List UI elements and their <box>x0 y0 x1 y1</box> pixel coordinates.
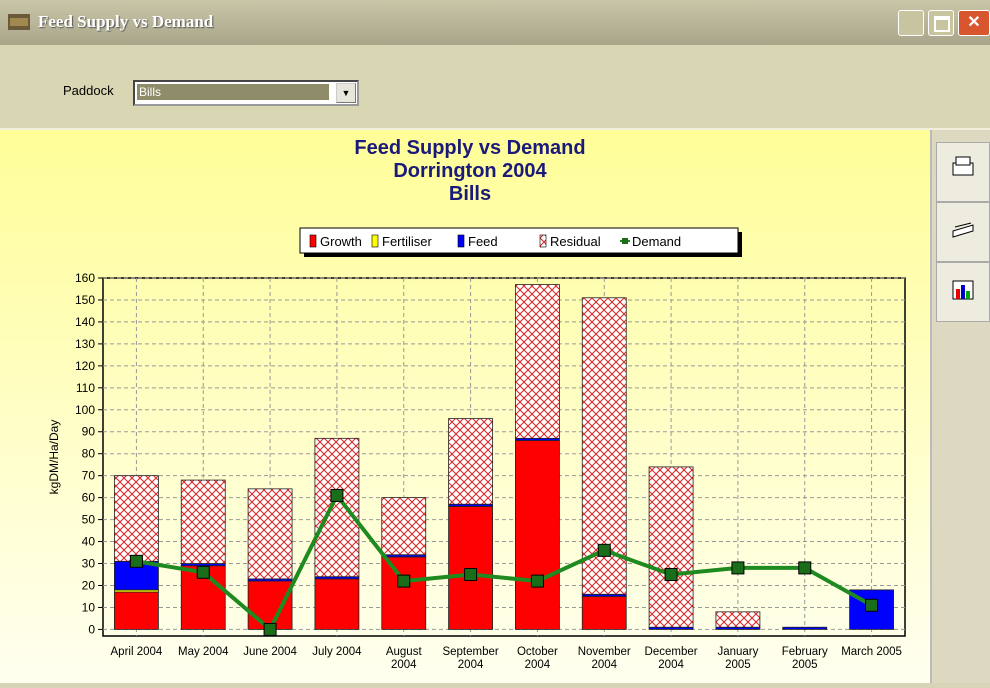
dropdown-arrow[interactable]: ▼ <box>336 83 356 103</box>
legend-label: Fertiliser <box>382 234 433 249</box>
y-tick-label: 40 <box>82 535 96 549</box>
demand-marker <box>330 488 344 502</box>
demand-marker <box>798 561 812 575</box>
y-tick-label: 50 <box>82 513 96 527</box>
y-tick-label: 0 <box>88 622 95 636</box>
x-tick-label: December 2004 <box>644 646 698 671</box>
minimize-button[interactable] <box>898 10 924 36</box>
x-tick-label: May 2004 <box>177 646 229 658</box>
bar-segment <box>581 596 627 630</box>
demand-marker <box>196 565 210 579</box>
legend-swatch <box>371 234 379 248</box>
chart-title: Bills <box>449 183 491 205</box>
bar-segment <box>515 440 560 630</box>
demand-marker <box>464 568 478 582</box>
side-toolbar <box>930 130 990 683</box>
legend-swatch <box>622 238 628 244</box>
x-tick-label: October 2004 <box>516 646 558 671</box>
legend-label: Growth <box>320 234 362 249</box>
close-button[interactable]: ✕ <box>958 10 990 36</box>
window-title: Feed Supply vs Demand <box>38 12 214 31</box>
legend-label: Feed <box>468 234 498 249</box>
x-tick-label: July 2004 <box>312 646 362 658</box>
demand-marker <box>597 543 611 557</box>
bar-segment <box>180 479 226 564</box>
chart-area: Feed Supply vs Demand Dorrington 2004 Bill… <box>0 130 930 683</box>
bar-segment <box>314 578 360 630</box>
x-tick-label: February 2005 <box>781 646 828 671</box>
demand-marker <box>664 568 678 582</box>
title-bar: Feed Supply vs Demand ✕ <box>0 0 990 45</box>
demand-line <box>136 491 873 633</box>
x-tick-label: January 2005 <box>717 646 759 671</box>
export-button[interactable] <box>936 202 990 262</box>
bar-segment <box>648 466 694 628</box>
y-tick-label: 100 <box>75 403 95 417</box>
bar-segment <box>381 497 427 556</box>
y-tick-label: 140 <box>75 315 95 329</box>
paddock-label: Paddock <box>63 83 114 98</box>
x-tick-label: June 2004 <box>243 646 297 658</box>
x-tick-label: August 2004 <box>385 646 422 671</box>
bar-segment <box>782 626 828 630</box>
y-tick-label: 160 <box>75 271 95 285</box>
legend-swatch <box>457 234 465 248</box>
y-tick-label: 30 <box>82 557 96 571</box>
maximize-button[interactable] <box>928 10 954 36</box>
x-tick-label: September 2004 <box>442 646 499 671</box>
y-tick-label: 150 <box>75 293 95 307</box>
legend: Growth Fertiliser Feed Residual Demand <box>299 227 742 257</box>
bar-segment <box>448 418 493 505</box>
y-tick-label: 10 <box>82 600 96 614</box>
bar-segment <box>314 437 360 578</box>
y-tick-label: 90 <box>82 425 96 439</box>
toolbar: Paddock Bills ▼ <box>0 45 990 130</box>
bar-segment <box>247 580 293 630</box>
bar-segment <box>448 506 493 630</box>
paddock-value: Bills <box>137 84 329 100</box>
demand-marker <box>263 622 277 636</box>
bar-segment <box>515 284 560 439</box>
chart-title: Dorrington 2004 <box>393 160 547 182</box>
y-axis-label: kgDM/Ha/Day <box>47 420 61 495</box>
bar-segment <box>715 611 761 628</box>
y-tick-label: 60 <box>82 491 96 505</box>
chart-options-button[interactable] <box>936 262 990 322</box>
demand-marker <box>731 561 745 575</box>
x-tick-label: April 2004 <box>110 646 163 658</box>
x-tick-label: November 2004 <box>577 646 631 671</box>
y-tick-label: 110 <box>76 381 95 395</box>
y-tick-label: 70 <box>82 469 96 483</box>
demand-marker <box>129 554 143 568</box>
bar-segment <box>114 591 159 630</box>
demand-marker <box>865 598 879 612</box>
legend-swatch <box>309 234 317 248</box>
demand-marker <box>397 574 411 588</box>
y-tick-label: 20 <box>82 578 96 592</box>
legend-swatch <box>539 234 547 248</box>
x-tick-label: March 2005 <box>841 646 902 658</box>
bar-segment <box>247 488 293 580</box>
demand-marker <box>530 574 544 588</box>
paddock-select[interactable]: Bills ▼ <box>133 80 359 106</box>
print-button[interactable] <box>936 142 990 202</box>
chart-title: Feed Supply vs Demand <box>354 137 585 159</box>
y-tick-label: 120 <box>75 359 95 373</box>
y-tick-label: 80 <box>82 447 96 461</box>
legend-label: Residual <box>550 234 601 249</box>
legend-label: Demand <box>632 234 681 249</box>
y-tick-label: 130 <box>75 337 95 351</box>
app-icon <box>8 14 30 30</box>
bar-segment <box>114 475 159 562</box>
bar-segment <box>381 556 427 630</box>
